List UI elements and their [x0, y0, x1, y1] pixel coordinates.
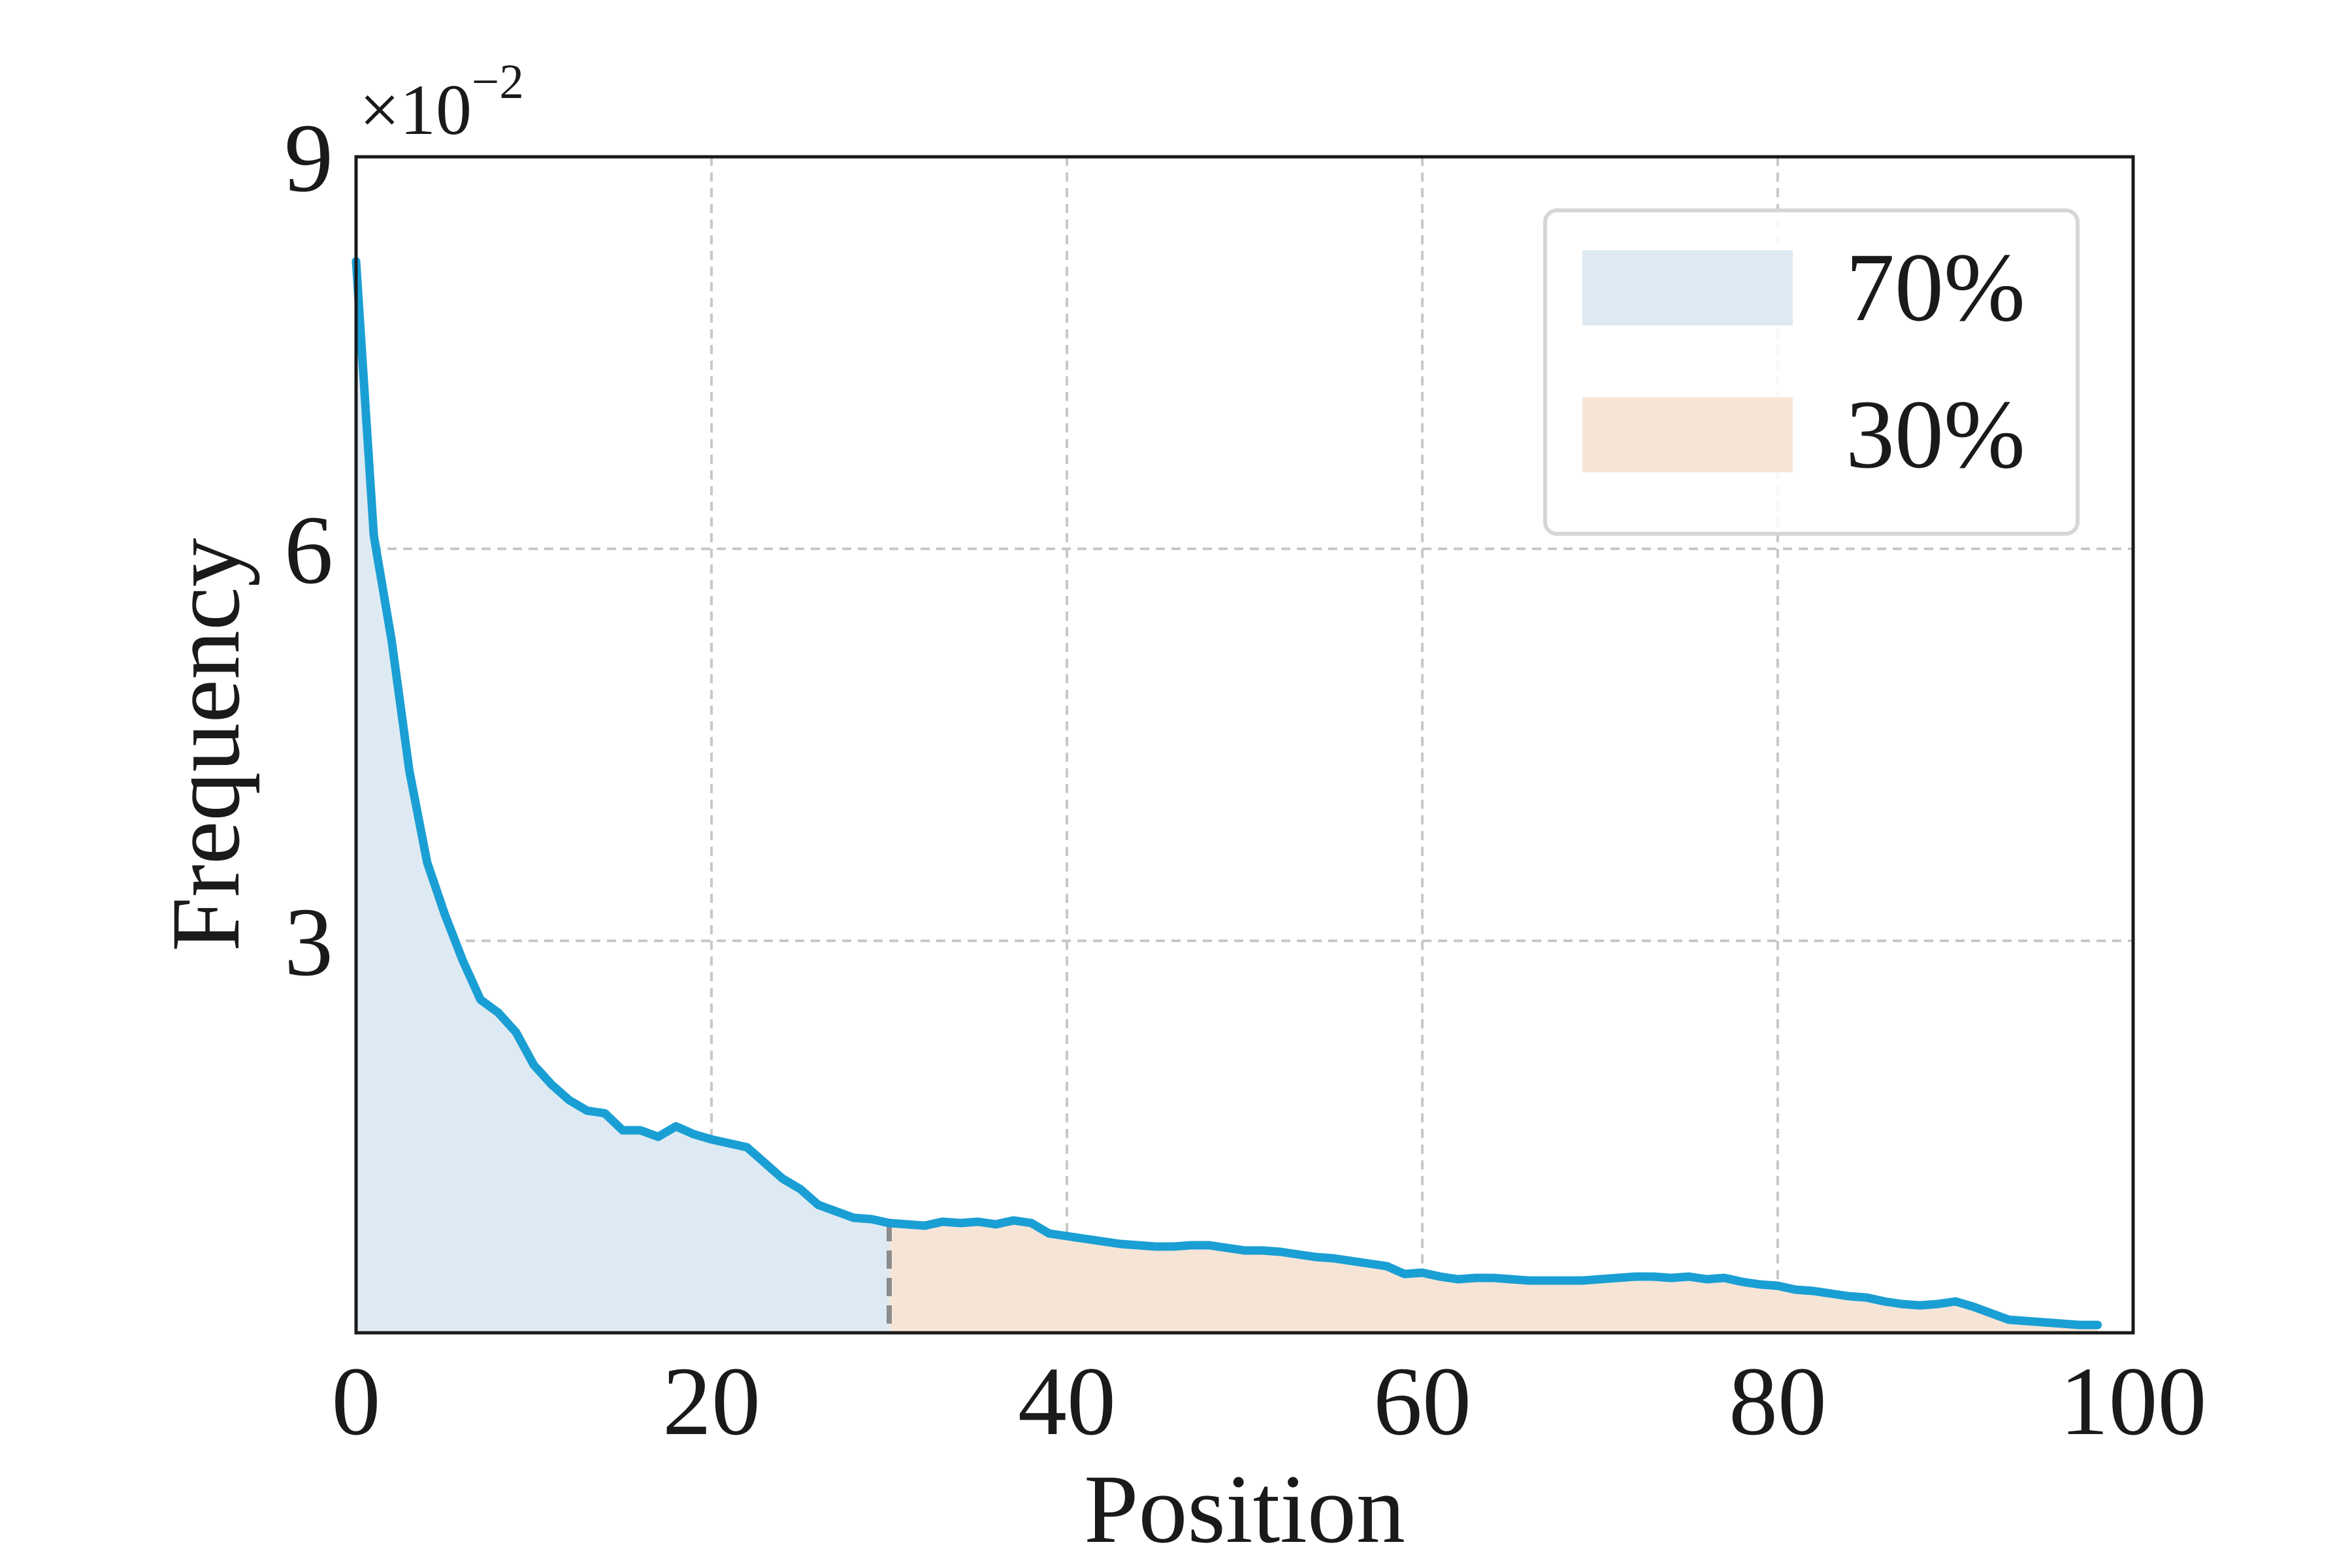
plot-frame	[354, 155, 2135, 1335]
series-line-path	[351, 257, 2102, 1330]
legend: 70%30%	[1543, 208, 2080, 536]
legend-label: 30%	[1846, 380, 2025, 489]
x-tick-labels: 0 20 40 60 80 100	[332, 1347, 2207, 1456]
x-tick-label: 40	[1018, 1347, 1116, 1456]
series-line	[351, 257, 2102, 1330]
y-axis-label: Frequency	[152, 538, 260, 951]
y-tick-label: 3	[284, 888, 333, 996]
x-tick-label: 20	[662, 1347, 760, 1456]
legend-label: 70%	[1846, 233, 2025, 342]
x-tick-label: 80	[1729, 1347, 1827, 1456]
x-tick-label: 0	[332, 1347, 381, 1456]
x-tick-label: 100	[2060, 1347, 2207, 1456]
x-axis-label: Position	[1084, 1455, 1405, 1563]
x-tick-label: 60	[1373, 1347, 1471, 1456]
region-fill-70pct	[356, 261, 889, 1333]
legend-swatch	[1582, 397, 1793, 472]
y-multiplier-exponent: −2	[472, 55, 524, 109]
y-tick-labels: 3 6 9	[284, 104, 333, 996]
legend-swatch	[1582, 250, 1793, 325]
y-multiplier-label: ×10−2	[359, 55, 524, 150]
y-tick-label: 6	[284, 496, 333, 604]
y-tick-label: 9	[284, 104, 333, 212]
